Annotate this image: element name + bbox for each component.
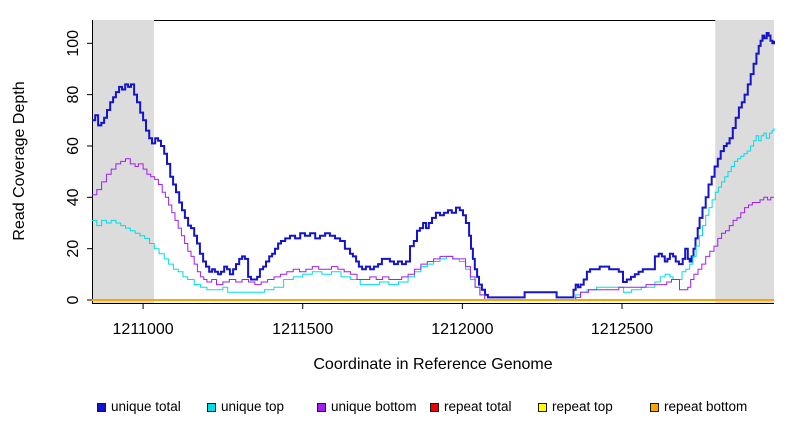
y-tick-label: 20 — [65, 240, 82, 258]
highlight-region-right — [715, 20, 774, 303]
series-line-unique-bottom — [92, 158, 774, 301]
series-line-unique-total — [92, 32, 775, 299]
y-tick-label: 40 — [65, 188, 82, 206]
highlight-regions-group — [92, 20, 774, 303]
y-tick-label: 100 — [65, 30, 82, 57]
axes-group: 1211000 1211500 1212000 1212500 0 20 40 60 80 100 — [65, 20, 774, 338]
x-tick-label: 1211500 — [272, 321, 333, 338]
y-tick-label: 60 — [65, 137, 82, 155]
series-line-unique-top — [92, 128, 775, 301]
series-group — [92, 32, 775, 301]
x-tick-label: 1211000 — [113, 321, 174, 338]
y-axis-label: Read Coverage Depth — [11, 81, 28, 240]
x-axis-label: Coordinate in Reference Genome — [313, 356, 552, 373]
y-tick-label: 80 — [65, 86, 82, 104]
y-tick-label: 0 — [65, 295, 82, 304]
x-tick-label: 1212500 — [591, 321, 653, 338]
x-tick-label: 1212000 — [431, 321, 493, 338]
